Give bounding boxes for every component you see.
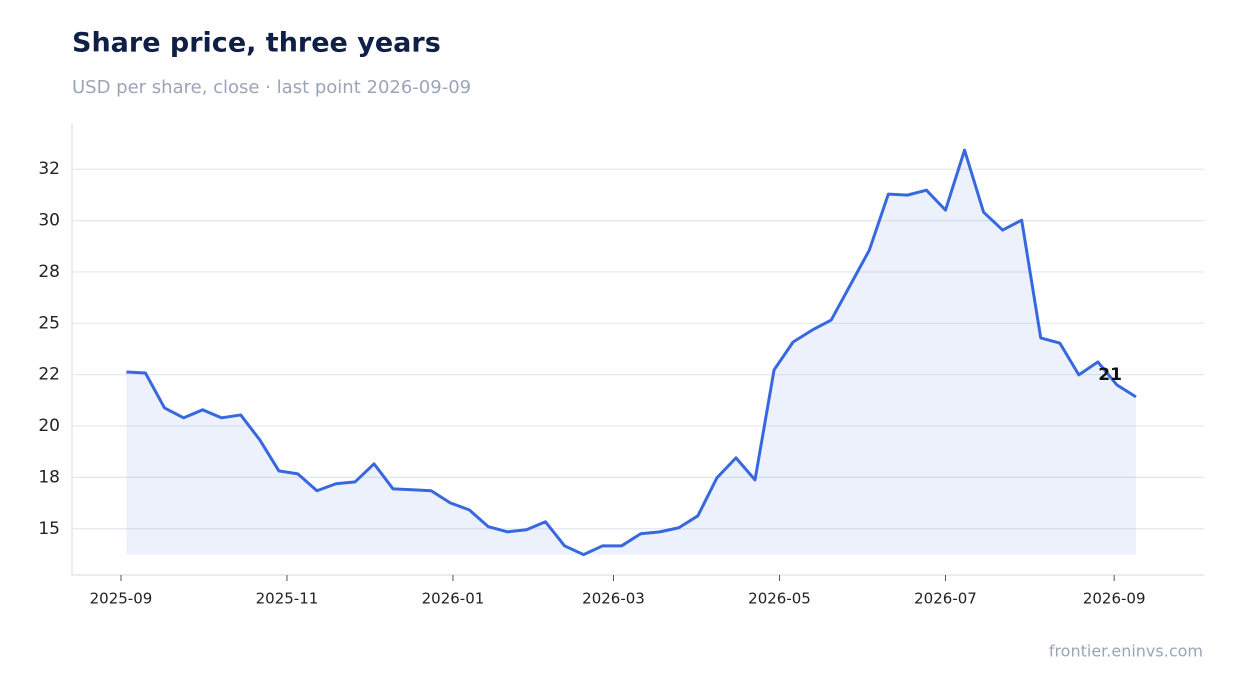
y-tick-label: 20 — [38, 416, 60, 436]
y-tick-label: 28 — [38, 262, 60, 282]
y-tick-label: 22 — [38, 365, 60, 385]
x-tick-label: 2026-07 — [914, 590, 977, 608]
x-tick-label: 2025-11 — [256, 590, 319, 608]
y-tick-label: 15 — [38, 519, 60, 539]
value-label: 21 — [1098, 365, 1122, 385]
y-tick-label: 30 — [38, 211, 60, 231]
y-tick-label: 25 — [38, 313, 60, 333]
chart-title: Share price, three years — [72, 28, 441, 59]
y-tick-label: 18 — [38, 467, 60, 487]
chart-subtitle: USD per share, close · last point 2026-0… — [72, 77, 471, 98]
area — [126, 150, 1136, 555]
x-tick-label: 2026-01 — [422, 590, 485, 608]
x-tick-label: 2026-05 — [748, 590, 811, 608]
price-line — [126, 148, 1137, 557]
x-tick-label: 2026-09 — [1083, 590, 1146, 608]
x-tick-label: 2026-03 — [582, 590, 645, 608]
x-tick-label: 2025-09 — [90, 590, 153, 608]
y-tick-label: 32 — [38, 159, 60, 179]
source: frontier.eninvs.com — [1049, 642, 1203, 661]
